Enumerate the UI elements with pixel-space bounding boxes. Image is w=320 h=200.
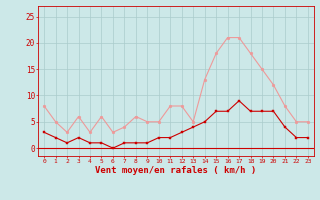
X-axis label: Vent moyen/en rafales ( km/h ): Vent moyen/en rafales ( km/h ): [95, 166, 257, 175]
